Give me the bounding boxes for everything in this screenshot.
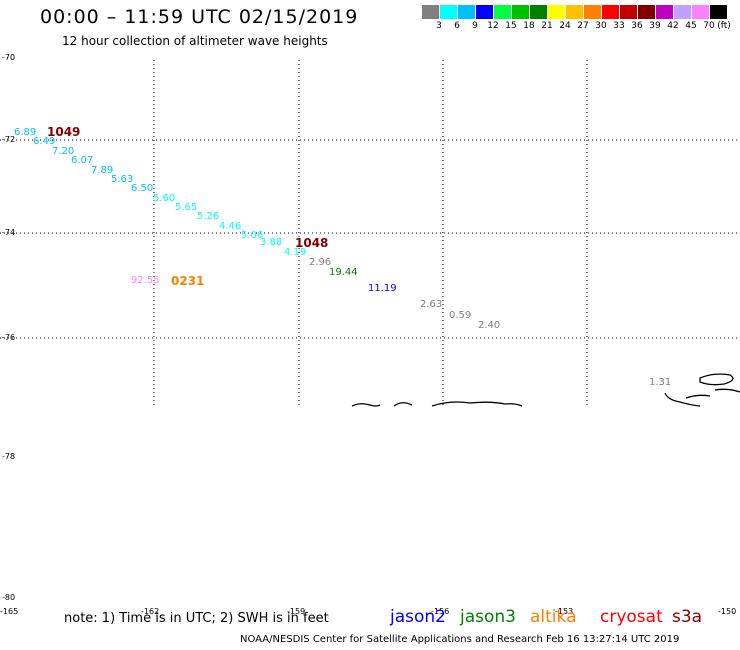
- colorbar-label: 21: [541, 21, 553, 31]
- wave-height-label: 11.19: [368, 283, 397, 294]
- wave-height-label: 5.65: [175, 202, 198, 213]
- wave-height-label: 2.96: [309, 257, 332, 268]
- colorbar-swatch: [458, 5, 475, 19]
- colorbar-swatch: [422, 5, 439, 19]
- colorbar-swatch: [566, 5, 583, 19]
- track-time-label: 1049: [47, 125, 81, 139]
- colorbar-label: 27: [577, 21, 589, 31]
- legend-jason3: jason3: [460, 607, 516, 627]
- lat-label: -74: [2, 228, 16, 237]
- lon-label: -159: [287, 607, 306, 616]
- legend-jason2: jason2: [390, 607, 446, 627]
- credit-line: NOAA/NESDIS Center for Satellite Applica…: [240, 634, 680, 645]
- colorbar-label: 39: [649, 21, 661, 31]
- colorbar-swatch: [710, 5, 727, 19]
- colorbar-label: 18: [523, 21, 535, 31]
- colorbar-swatch: [674, 5, 691, 19]
- track-time-label: 1048: [295, 236, 329, 250]
- wave-height-label: 4.19: [284, 247, 307, 258]
- colorbar-label: 3: [436, 21, 442, 31]
- colorbar-swatch: [638, 5, 655, 19]
- lon-label: -156: [431, 607, 450, 616]
- graticule: [0, 60, 740, 406]
- footer-note: note: 1) Time is in UTC; 2) SWH is in fe…: [64, 611, 329, 626]
- colorbar-unit: (ft): [717, 21, 731, 31]
- track-time-label: 0231: [171, 274, 205, 288]
- lon-label: -162: [141, 607, 160, 616]
- wave-height-label: 6.49: [33, 136, 56, 147]
- colorbar-label: 12: [487, 21, 499, 31]
- colorbar-swatch: [620, 5, 637, 19]
- lat-label: -72: [2, 135, 16, 144]
- lon-label: -165: [0, 607, 19, 616]
- legend-altika: altika: [530, 607, 577, 627]
- colorbar-label: 36: [631, 21, 643, 31]
- wave-height-label: 6.50: [131, 183, 154, 194]
- map-subtitle: 12 hour collection of altimeter wave hei…: [62, 34, 328, 48]
- lon-label: -153: [555, 607, 574, 616]
- colorbar-label: 15: [505, 21, 517, 31]
- colorbar-swatch: [476, 5, 493, 19]
- wave-height-label: 92.55: [131, 275, 160, 286]
- wave-height-label: 1.31: [649, 377, 672, 388]
- wave-height-label: 2.40: [478, 320, 501, 331]
- wave-height-label: 2.63: [420, 299, 443, 310]
- map-title: 00:00 – 11:59 UTC 02/15/2019: [40, 6, 359, 28]
- colorbar-label: 33: [613, 21, 625, 31]
- colorbar-label: 42: [667, 21, 679, 31]
- colorbar-swatch: [656, 5, 673, 19]
- colorbar-label: 45: [685, 21, 697, 31]
- colorbar-swatch: [494, 5, 511, 19]
- lat-label: -80: [2, 593, 16, 602]
- wave-height-label: 4.46: [219, 221, 242, 232]
- colorbar-label: 70: [703, 21, 715, 31]
- colorbar-swatch: [548, 5, 565, 19]
- colorbar-swatch: [584, 5, 601, 19]
- colorbar-swatch: [692, 5, 709, 19]
- wave-height-label: 3.88: [260, 237, 283, 248]
- wave-height-label: 0.59: [449, 310, 472, 321]
- lat-label: -70: [2, 53, 16, 62]
- lat-label: -78: [2, 452, 16, 461]
- wave-height-label: 5.06: [241, 230, 264, 241]
- wave-height-label: 7.89: [91, 165, 114, 176]
- colorbar-label: 6: [454, 21, 460, 31]
- coastline: [351, 373, 740, 407]
- wave-height-label: 6.07: [71, 155, 94, 166]
- wave-height-label: 5.26: [197, 211, 220, 222]
- wave-height-label: 5.60: [153, 193, 176, 204]
- colorbar-swatch: [602, 5, 619, 19]
- colorbar-swatch: [530, 5, 547, 19]
- wave-height-label: 5.63: [111, 174, 134, 185]
- lat-label: -76: [2, 333, 16, 342]
- colorbar-label: 24: [559, 21, 571, 31]
- colorbar-swatch: [512, 5, 529, 19]
- colorbar-swatch: [440, 5, 457, 19]
- colorbar-label: 30: [595, 21, 607, 31]
- legend-cryosat: cryosat: [600, 607, 663, 627]
- lon-label: -150: [718, 607, 737, 616]
- colorbar-label: 9: [472, 21, 478, 31]
- wave-height-label: 7.20: [52, 146, 75, 157]
- wave-height-label: 6.89: [14, 127, 37, 138]
- legend-s3a: s3a: [672, 607, 703, 627]
- wave-height-label: 19.44: [329, 267, 358, 278]
